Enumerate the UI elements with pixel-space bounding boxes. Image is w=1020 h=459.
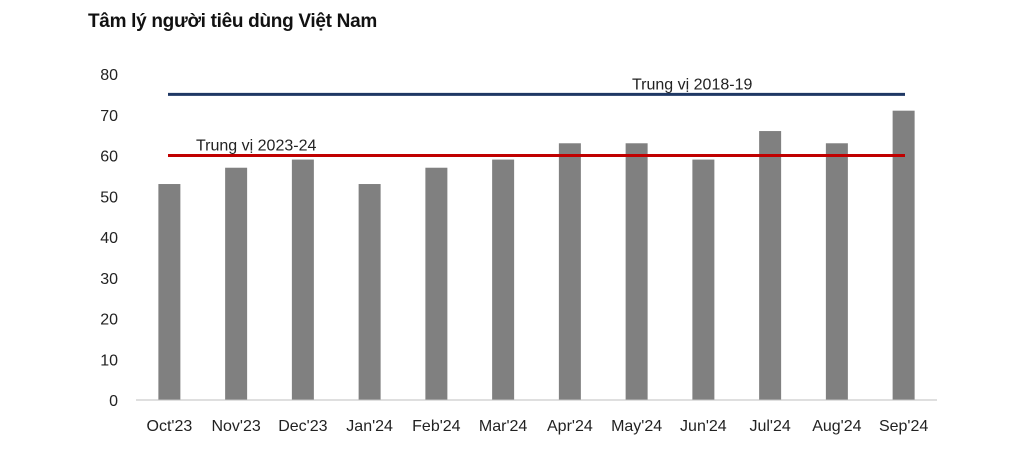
y-tick-label: 30 xyxy=(100,271,118,288)
y-tick-label: 70 xyxy=(100,108,118,125)
x-tick-label: Mar'24 xyxy=(479,418,528,435)
x-tick-label: Jan'24 xyxy=(346,418,393,435)
x-tick-label: Jul'24 xyxy=(749,418,790,435)
bar xyxy=(825,143,848,400)
y-tick-label: 0 xyxy=(109,393,118,410)
bar xyxy=(158,184,181,400)
reference-line-label: Trung vị 2023-24 xyxy=(196,138,316,155)
bar xyxy=(225,167,248,400)
y-tick-label: 60 xyxy=(100,149,118,166)
x-tick-label: Dec'23 xyxy=(278,418,327,435)
bars xyxy=(158,110,915,401)
x-tick-label: Jun'24 xyxy=(680,418,727,435)
y-tick-label: 20 xyxy=(100,312,118,329)
y-tick-label: 50 xyxy=(100,189,118,206)
x-tick-label: May'24 xyxy=(611,418,662,435)
y-tick-label: 80 xyxy=(100,67,118,84)
y-axis: 0 10 20 30 40 50 60 70 80 xyxy=(100,67,118,410)
x-tick-label: Nov'23 xyxy=(211,418,260,435)
bar xyxy=(291,159,314,400)
bar xyxy=(892,110,915,401)
x-tick-label: Feb'24 xyxy=(412,418,461,435)
x-axis: Oct'23 Nov'23 Dec'23 Jan'24 Feb'24 Mar'24 Apr'… xyxy=(136,399,937,435)
y-tick-label: 40 xyxy=(100,230,118,247)
reference-lines: Trung vị 2018-19 Trung vị 2023-24 xyxy=(168,76,905,157)
bar xyxy=(358,184,381,400)
x-tick-label: Aug'24 xyxy=(812,418,861,435)
bar xyxy=(425,167,448,400)
x-tick-label: Sep'24 xyxy=(879,418,928,435)
bar xyxy=(492,159,515,400)
x-tick-label: Oct'23 xyxy=(147,418,193,435)
y-tick-label: 10 xyxy=(100,352,118,369)
bar xyxy=(558,143,581,400)
reference-line-label: Trung vị 2018-19 xyxy=(632,76,752,93)
x-tick-label: Apr'24 xyxy=(547,418,593,435)
bar xyxy=(692,159,715,400)
bar xyxy=(759,131,782,401)
bar xyxy=(625,143,648,400)
chart-title: Tâm lý người tiêu dùng Việt Nam xyxy=(88,11,377,32)
